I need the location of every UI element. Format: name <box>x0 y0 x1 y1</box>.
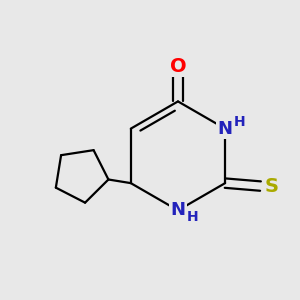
Text: H: H <box>233 115 245 129</box>
Text: H: H <box>186 210 198 224</box>
Text: N: N <box>218 120 232 138</box>
Text: N: N <box>170 201 185 219</box>
Text: O: O <box>170 57 186 76</box>
Text: S: S <box>265 177 279 196</box>
